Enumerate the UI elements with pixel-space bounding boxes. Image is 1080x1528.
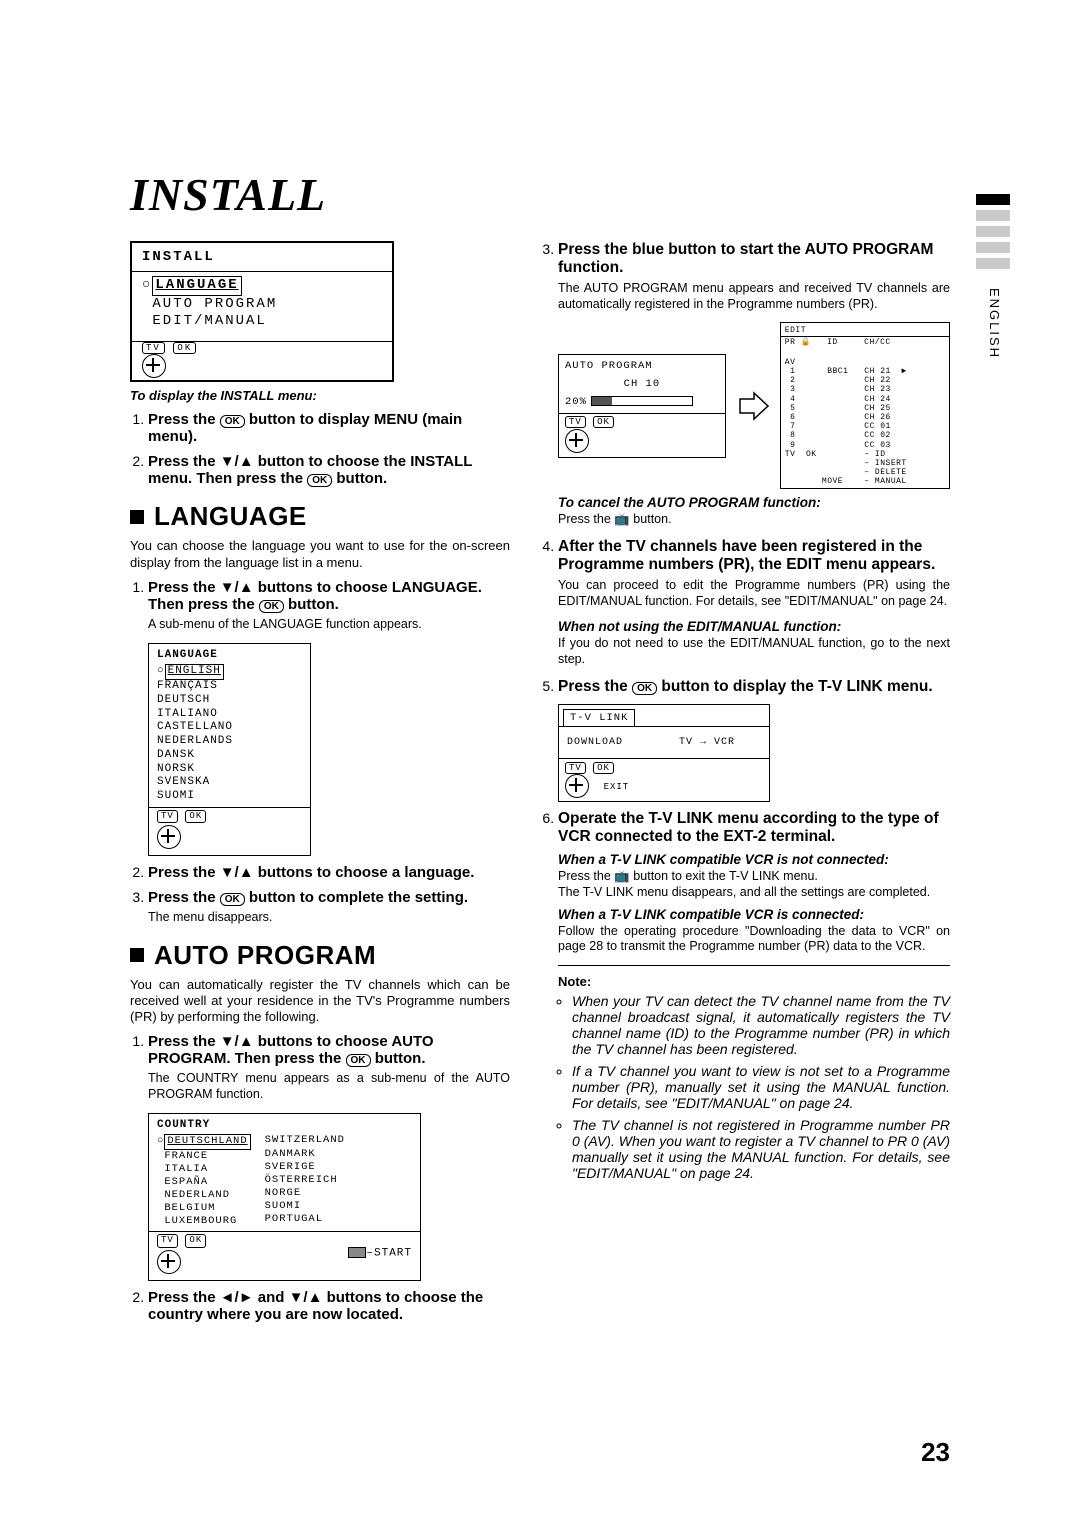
arrow-right-icon (736, 389, 770, 423)
joystick-icon (157, 825, 181, 849)
s6-t1a: Press the 📺 button to exit the T-V LINK … (558, 869, 950, 885)
s6-h1: When a T-V LINK compatible VCR is not co… (558, 852, 950, 867)
tv-icon: TV (157, 810, 178, 823)
step3-sub: The AUTO PROGRAM menu appears and receiv… (558, 281, 950, 312)
left-column: INSTALL ○LANGUAGE AUTO PROGRAM EDIT/MANU… (130, 241, 510, 1331)
language-tab: ENGLISH (987, 288, 1002, 359)
country-menu-figure: COUNTRY ○DEUTSCHLAND FRANCE ITALIA ESPAÑ… (148, 1113, 421, 1281)
s6-h2: When a T-V LINK compatible VCR is connec… (558, 907, 950, 922)
section-autoprogram: AUTO PROGRAM (130, 940, 510, 971)
language-intro: You can choose the language you want to … (130, 538, 510, 571)
ok-icon: OK (259, 600, 284, 613)
note-list: When your TV can detect the TV channel n… (572, 993, 950, 1181)
autoprog-step1-sub: The COUNTRY menu appears as a sub-menu o… (148, 1071, 510, 1102)
square-bullet-icon (130, 948, 144, 962)
note-item: The TV channel is not registered in Prog… (572, 1117, 950, 1181)
tvlink-menu-figure: T-V LINK DOWNLOAD TV → VCR TV OK EXIT (558, 704, 770, 803)
install-menu-item: EDIT/MANUAL (152, 313, 266, 329)
note-item: If a TV channel you want to view is not … (572, 1063, 950, 1111)
tv-icon: TV (157, 1234, 178, 1247)
page-title: INSTALL (130, 168, 950, 221)
display-install-caption: To display the INSTALL menu: (130, 388, 510, 403)
s6-t2: Follow the operating procedure "Download… (558, 924, 950, 955)
autoprogram-progress-figure: AUTO PROGRAM CH 10 20% TV OK (558, 354, 726, 458)
right-column: Press the blue button to start the AUTO … (540, 241, 950, 1331)
page-number: 23 (921, 1437, 950, 1468)
language-step1-sub: A sub-menu of the LANGUAGE function appe… (148, 617, 510, 633)
intro-steps: Press the OK button to display MENU (mai… (148, 411, 510, 487)
step4-sub2-heading: When not using the EDIT/MANUAL function: (558, 619, 950, 634)
ok-icon: OK (185, 1234, 206, 1247)
joystick-icon (157, 1250, 181, 1274)
tv-icon: TV (142, 342, 165, 354)
install-menu-header: INSTALL (132, 243, 392, 271)
cancel-text: Press the 📺 button. (558, 512, 950, 528)
country-menu-selected: DEUTSCHLAND (164, 1134, 250, 1149)
install-menu-figure: INSTALL ○LANGUAGE AUTO PROGRAM EDIT/MANU… (130, 241, 394, 382)
joystick-icon (142, 354, 166, 378)
ok-icon: OK (307, 474, 332, 487)
language-step3-sub: The menu disappears. (148, 910, 510, 926)
thumb-index (976, 194, 1010, 274)
ok-icon: OK (632, 682, 657, 695)
language-menu-figure: LANGUAGE ○ENGLISH FRANÇAIS DEUTSCH ITALI… (148, 643, 311, 857)
install-menu-selected: LANGUAGE (152, 276, 241, 296)
section-language: LANGUAGE (130, 501, 510, 532)
ok-icon: OK (220, 893, 245, 906)
note-item: When your TV can detect the TV channel n… (572, 993, 950, 1057)
install-menu-item: AUTO PROGRAM (152, 296, 277, 312)
step4-sub2: If you do not need to use the EDIT/MANUA… (558, 636, 950, 667)
square-bullet-icon (130, 510, 144, 524)
start-label: –START (348, 1247, 412, 1261)
autoprog-intro: You can automatically register the TV ch… (130, 977, 510, 1026)
ok-icon: OK (173, 342, 196, 354)
ok-icon: OK (346, 1054, 371, 1067)
ok-icon: OK (220, 415, 245, 428)
note-heading: Note: (558, 974, 950, 989)
s6-t1b: The T-V LINK menu disappears, and all th… (558, 885, 950, 901)
autoprogram-figure-row: AUTO PROGRAM CH 10 20% TV OK (558, 322, 950, 489)
ok-icon: OK (185, 810, 206, 823)
language-menu-selected: ENGLISH (165, 664, 224, 680)
step4-sub: You can proceed to edit the Programme nu… (558, 578, 950, 609)
edit-menu-figure: EDIT PR 🔒 ID CH/CC AV 1 BBC1 CH 21 ► 2 C… (780, 322, 950, 489)
cancel-caption: To cancel the AUTO PROGRAM function: (558, 495, 950, 510)
